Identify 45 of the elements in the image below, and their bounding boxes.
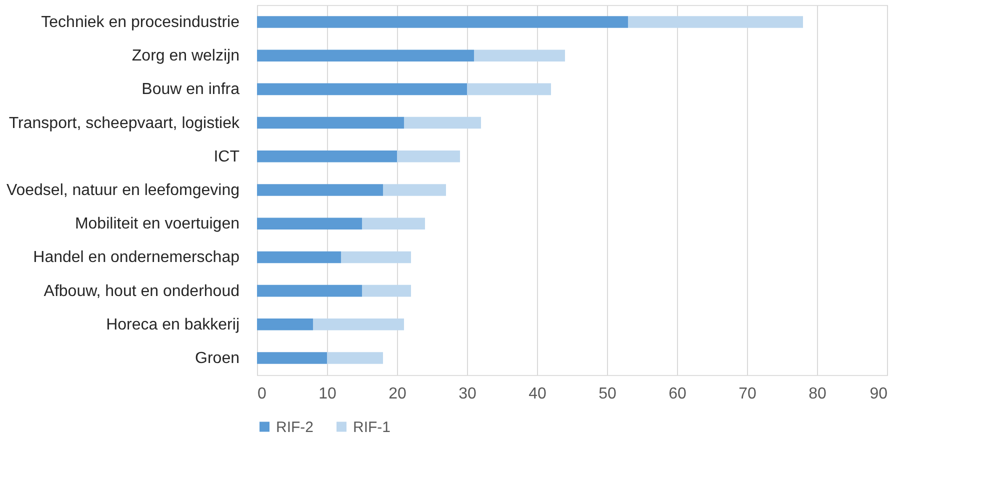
bar (404, 116, 481, 129)
y-tick-label: Groen (195, 350, 240, 368)
x-tick-label: 80 (808, 386, 826, 402)
bar (313, 318, 404, 330)
bar (362, 284, 411, 297)
y-tick-label: Techniek en procesindustrie (41, 14, 240, 31)
y-tick-label: Mobiliteit en voertuigen (74, 216, 240, 233)
x-tick-label: 40 (528, 386, 546, 402)
bar (257, 83, 467, 96)
bar (257, 218, 362, 230)
bar (362, 218, 425, 230)
x-tick-label: 70 (738, 386, 756, 402)
x-tick-label: 90 (870, 386, 888, 402)
bar (257, 318, 313, 330)
y-tick-label: Transport, scheepvaart, logistiek (8, 114, 240, 132)
bar (257, 150, 397, 162)
bar (257, 284, 362, 297)
x-tick-label: 60 (668, 386, 686, 402)
x-tick-label: 0 (258, 386, 266, 402)
bar (341, 251, 411, 264)
x-tick-label: 10 (318, 386, 336, 402)
bar (383, 184, 446, 196)
y-tick-label: ICT (214, 148, 240, 166)
bar (467, 83, 551, 96)
y-tick-label: Horeca en bakkerij (106, 316, 240, 334)
bar (474, 50, 565, 62)
x-tick-label: 50 (598, 386, 616, 402)
legend-label: RIF-1 (353, 418, 390, 436)
x-tick-label: 20 (388, 386, 406, 402)
y-tick-label: Afbouw, hout en onderhoud (44, 282, 240, 300)
bar (327, 352, 383, 364)
bar (628, 16, 803, 28)
y-tick-label: Voedsel, natuur en leefomgeving (6, 182, 240, 199)
bar (257, 50, 474, 62)
legend-label: RIF-2 (276, 418, 314, 436)
bar (257, 116, 404, 129)
y-tick-label: Zorg en welzijn (132, 48, 240, 65)
bar (257, 251, 341, 264)
y-tick-label: Handel en ondernemerschap (33, 249, 240, 266)
bar (257, 184, 383, 196)
x-tick-label: 30 (458, 386, 476, 402)
bar (257, 352, 327, 364)
bar (397, 150, 460, 162)
bar (257, 16, 628, 28)
y-tick-label: Bouw en infra (142, 81, 240, 98)
